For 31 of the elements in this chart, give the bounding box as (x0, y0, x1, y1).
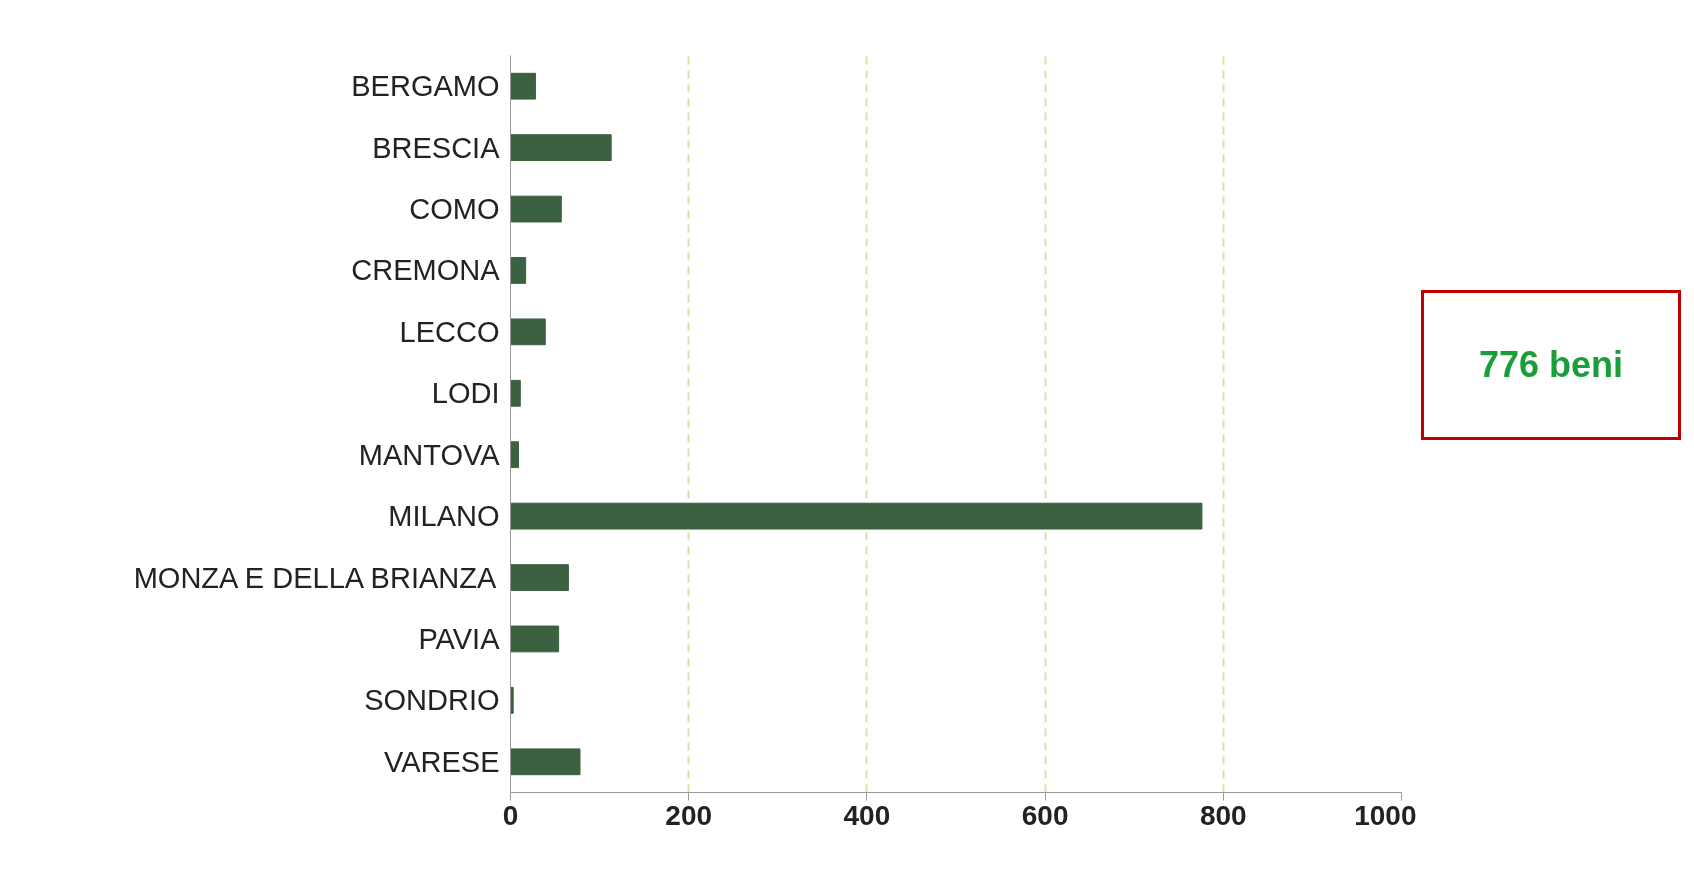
y-tick-label: MONZA E DELLA BRIANZA (133, 561, 497, 594)
bar (510, 502, 1203, 530)
bar (510, 318, 546, 346)
y-tick-label: BRESCIA (372, 131, 501, 164)
y-tick-label: SONDRIO (364, 684, 500, 717)
y-tick-label: LODI (431, 377, 500, 410)
y-tick-label: VARESE (384, 745, 500, 778)
y-tick-label: PAVIA (418, 622, 501, 655)
x-tick-label: 1000 (1354, 799, 1417, 831)
x-tick-label: 200 (665, 799, 713, 831)
text: 776 beni (1478, 343, 1624, 388)
y-tick-label: BERGAMO (351, 70, 500, 103)
bar (510, 748, 581, 776)
bar (510, 686, 514, 714)
x-tick-label: 0 (502, 799, 519, 831)
bar (510, 564, 569, 591)
x-tick-label: 600 (1021, 799, 1069, 831)
y-tick-label: COMO (409, 193, 500, 226)
bar (510, 72, 536, 100)
bar (510, 134, 612, 162)
x-tick-label: 400 (843, 799, 891, 831)
y-tick-label: MILANO (388, 500, 500, 533)
bar (510, 257, 527, 284)
x-tick-label: 800 (1199, 799, 1247, 831)
bar (510, 441, 520, 469)
bar (510, 625, 560, 653)
y-tick-label: MANTOVA (358, 438, 501, 471)
y-tick-label: LECCO (399, 315, 500, 348)
y-tick-label: CREMONA (351, 254, 501, 287)
bar (510, 195, 562, 223)
bar (510, 379, 521, 407)
